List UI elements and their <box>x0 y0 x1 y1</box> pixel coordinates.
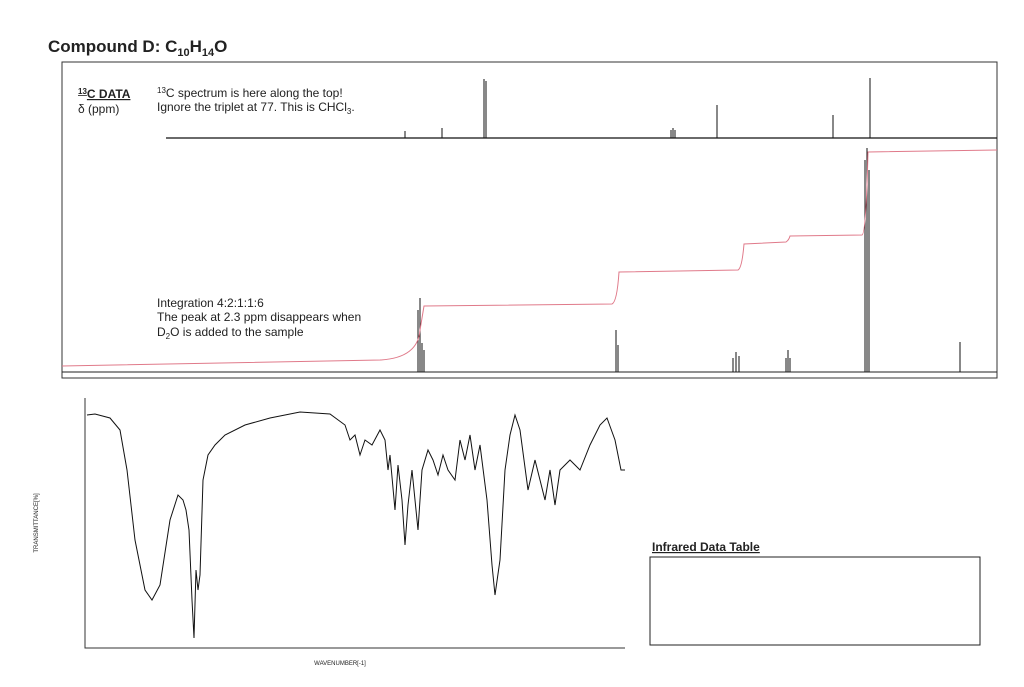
carbon-peaks <box>404 78 871 138</box>
ir-trace <box>86 411 625 639</box>
integration-curve <box>61 149 998 367</box>
ir-x-label: WAVENUMBER[-1] <box>314 661 366 667</box>
title-sub: 14 <box>202 47 215 59</box>
title-part: O <box>214 37 227 56</box>
sup: 13 <box>78 87 87 96</box>
ir-table-frame <box>649 556 981 646</box>
title: Compound D: C10H14O <box>48 37 227 59</box>
note-text: O is added to the sample <box>170 325 304 339</box>
ir-y-label: TRANSMITTANCE[%] <box>34 493 40 553</box>
sup: 13 <box>157 86 166 95</box>
ir-axes <box>84 398 625 649</box>
note-text: C spectrum is here along the top! <box>166 86 343 100</box>
heading-text: C DATA <box>87 87 131 101</box>
carbon-note: Ignore the triplet at 77. This is CHCl3. <box>157 100 355 116</box>
proton-peaks <box>417 148 961 372</box>
sub: 2 <box>166 332 171 341</box>
sub: 3 <box>347 107 352 116</box>
proton-note: Integration 4:2:1:1:6 <box>157 296 264 310</box>
proton-note: The peak at 2.3 ppm disappears when <box>157 310 361 324</box>
carbon-table-bg <box>64 88 154 228</box>
title-part: H <box>190 37 202 56</box>
carbon-unit: δ (ppm) <box>78 102 119 116</box>
ir-table-title: Infrared Data Table <box>652 540 760 554</box>
note-bg <box>152 296 392 342</box>
note-text: Ignore the triplet at 77. This is CHCl <box>157 100 347 114</box>
carbon-heading: 13C DATA <box>78 87 131 101</box>
note-bg <box>152 88 412 130</box>
carbon-note: 13C spectrum is here along the top! <box>157 86 343 100</box>
nmr-frame <box>61 61 998 379</box>
proton-note: D2O is added to the sample <box>157 325 304 341</box>
title-part: Compound D: C <box>48 37 177 56</box>
note-text: . <box>351 100 354 114</box>
title-sub: 10 <box>177 47 189 59</box>
note-text: D <box>157 325 166 339</box>
